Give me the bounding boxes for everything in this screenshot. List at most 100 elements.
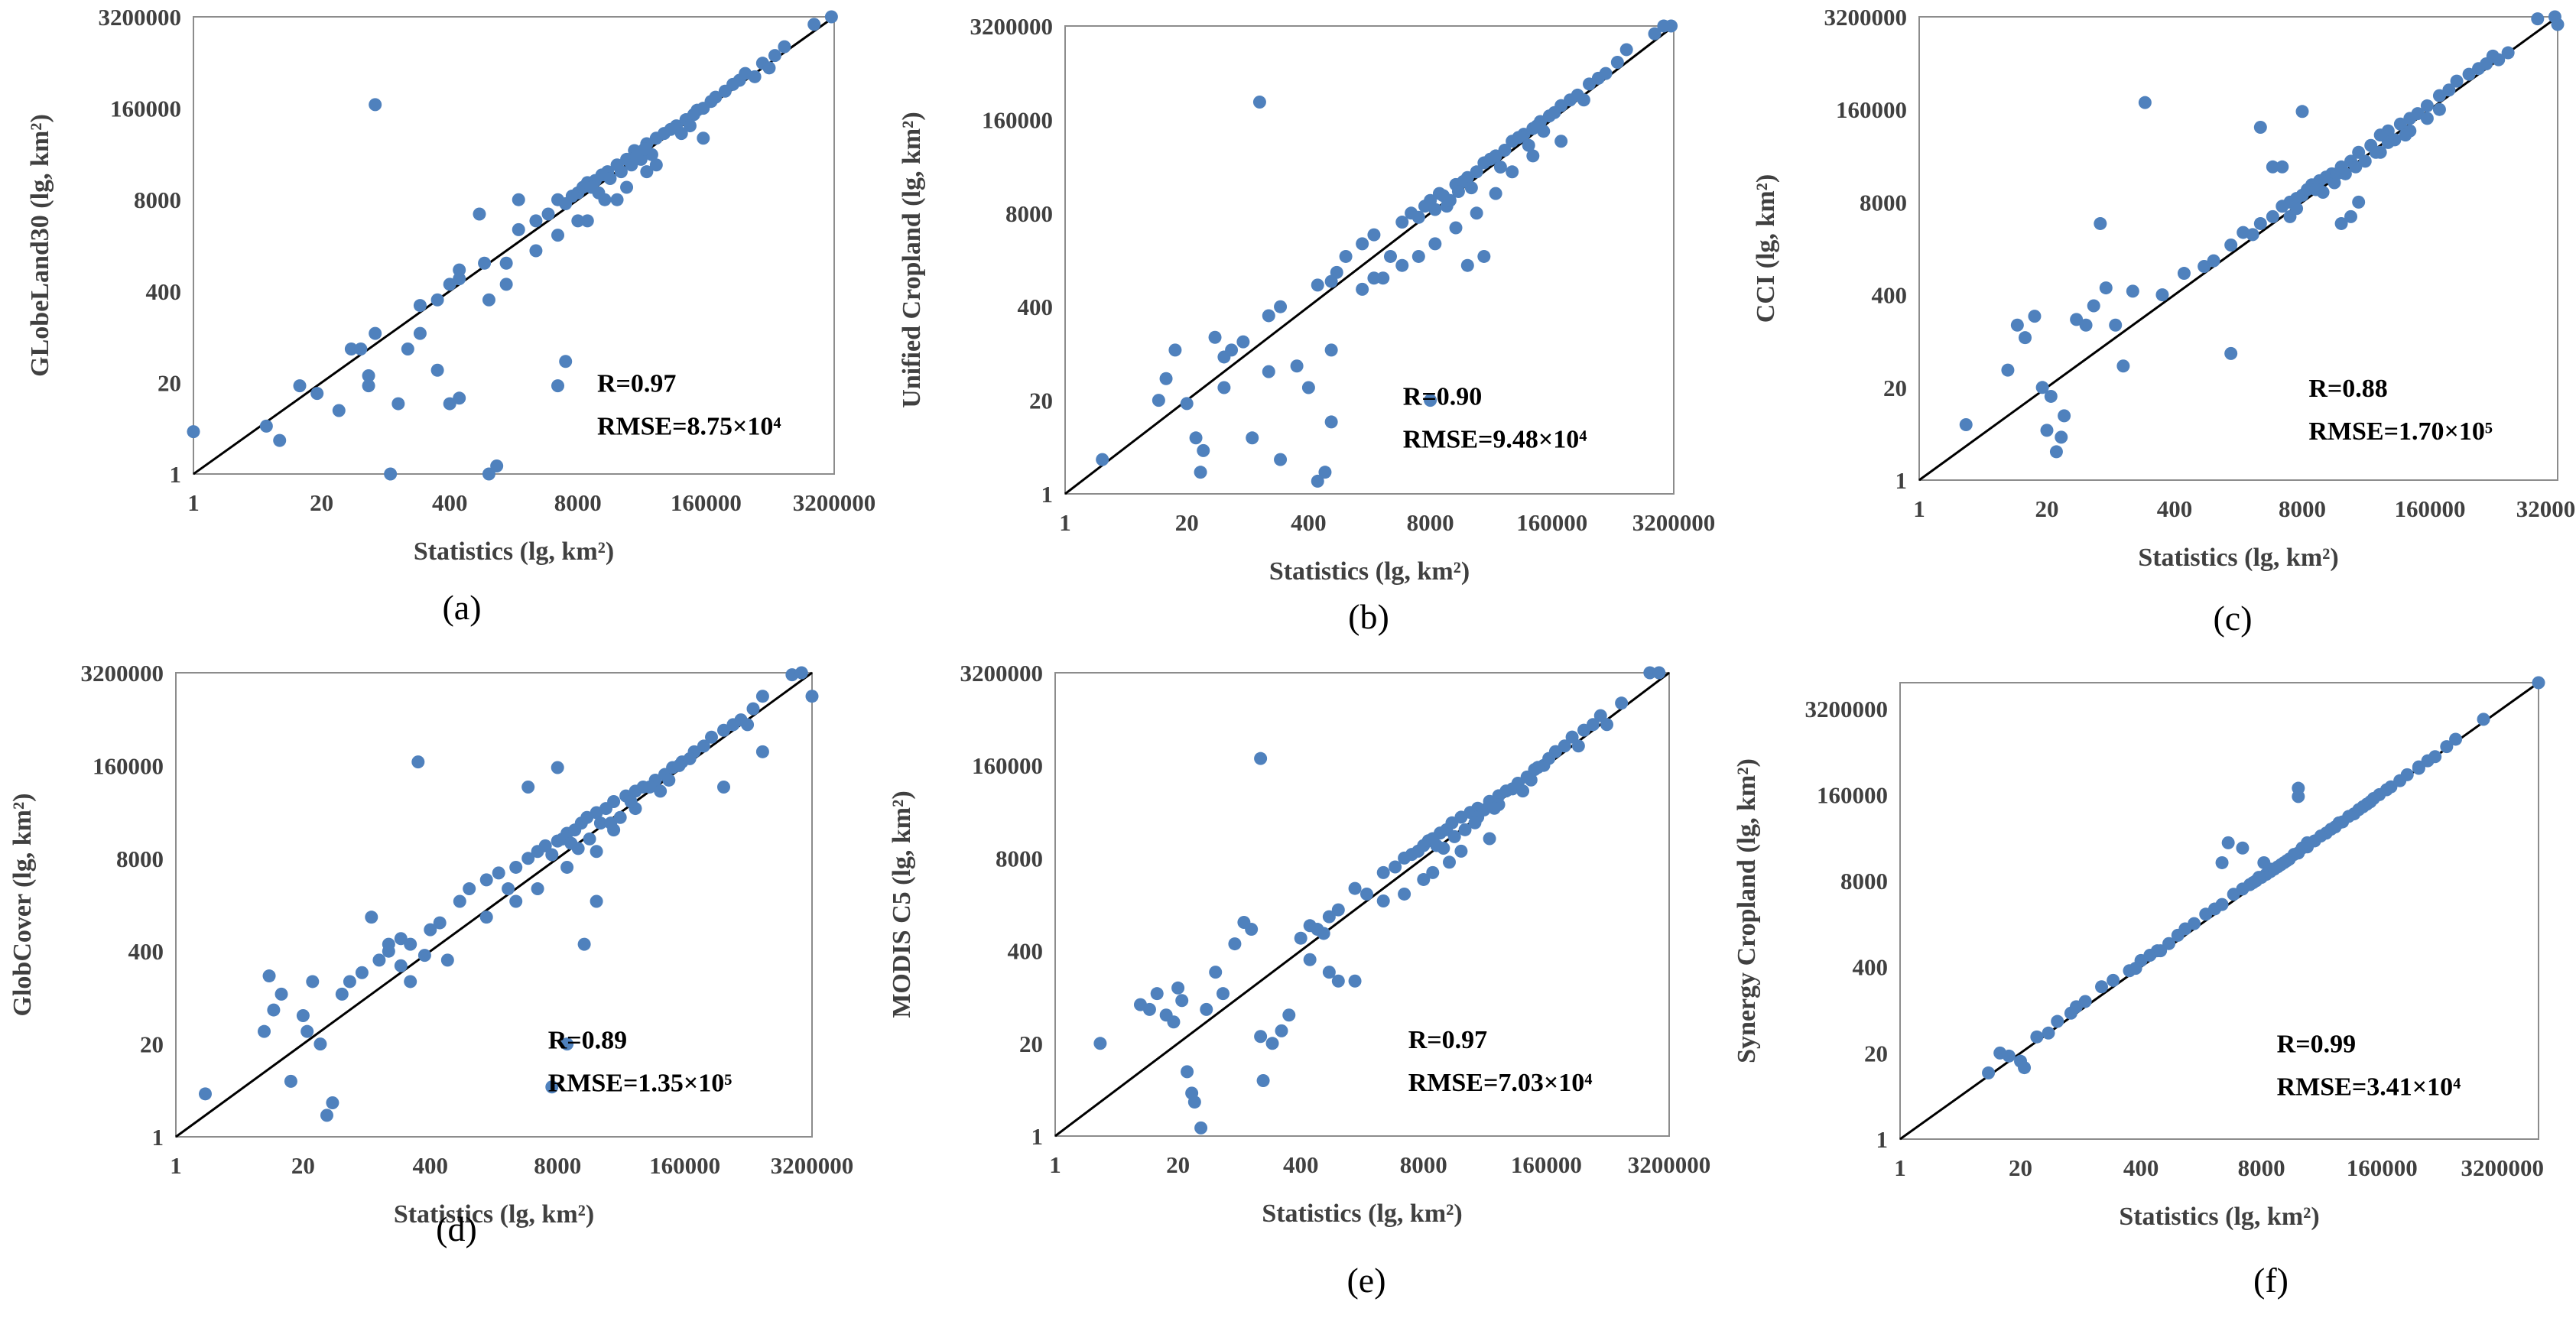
data-point [1648,27,1662,41]
data-point [755,690,769,703]
data-point [2253,120,2267,134]
data-point [443,278,456,291]
data-point [512,193,525,206]
data-point [2369,145,2383,159]
x-tick-label: 20 [1166,1151,1190,1178]
data-point [610,193,624,206]
data-point [2400,768,2414,781]
data-point [1189,431,1203,445]
data-point [1451,184,1465,198]
data-point [1376,271,1390,285]
data-point [755,745,769,758]
y-tick-label: 160000 [93,752,164,779]
data-point [683,752,697,765]
data-point [1498,143,1512,157]
x-tick-label: 160000 [1511,1151,1582,1178]
data-point [1254,752,1268,765]
data-point [479,911,493,924]
data-point [1395,258,1409,272]
data-point [335,987,349,1001]
data-point [2055,430,2068,444]
data-point [369,98,382,112]
x-tick-label: 1 [187,489,200,516]
data-point [1470,165,1483,179]
chart-panel-f: 1 20 400 8000 160000 3200000 1 20 400 8000 160000 3… [1733,676,2545,1300]
data-point [2358,154,2372,168]
data-point [259,419,273,433]
data-point [2252,871,2266,885]
y-tick-label: 1 [1041,481,1054,508]
data-point [1159,372,1173,385]
data-point [1548,106,1561,119]
data-point [794,666,808,680]
data-point [2393,117,2407,131]
chart-panel-b: 1 20 400 8000 160000 3200000 1 20 400 8000 160000 3… [898,13,1715,636]
data-point [1524,773,1538,787]
data-point [2070,313,2084,326]
chart-panel-c: 1 20 400 8000 160000 3200000 1 20 400 8000 160000 3… [1752,4,2576,638]
data-point [2215,855,2229,869]
data-point [417,949,431,963]
data-point [1522,138,1535,152]
data-point [607,795,621,809]
data-point [433,916,447,930]
data-point [1274,453,1288,466]
data-point [1194,466,1207,479]
data-point [463,882,476,896]
data-point [2087,299,2100,313]
data-point [1477,803,1491,816]
y-axis-title: CCI (lg, km²) [1752,174,1780,323]
data-point [560,860,574,874]
data-point [2224,346,2238,360]
data-point [2344,209,2358,223]
r-value-label: R=0.89 [548,1027,627,1055]
x-tick-label: 8000 [534,1152,581,1179]
chart-panel-d: 1 20 400 8000 160000 3200000 1 20 400 8000 160000 3… [8,660,853,1248]
data-point [1200,1002,1213,1016]
data-point [482,293,495,307]
data-point [604,816,618,830]
data-point [365,911,378,924]
data-point [1167,1015,1181,1029]
data-point [1389,860,1402,874]
data-point [2379,783,2393,797]
data-point [2551,18,2565,31]
data-point [1311,278,1324,292]
panel-caption: (d) [436,1209,477,1248]
data-point [2028,310,2042,323]
y-tick-label: 400 [1008,938,1044,965]
data-point [2442,83,2456,97]
data-point [571,842,585,855]
y-tick-label: 3200000 [1824,4,1908,31]
data-point [1376,894,1390,907]
data-point [453,263,466,277]
data-point [2276,160,2289,174]
data-point [2334,216,2348,230]
y-tick-label: 400 [1853,954,1889,981]
y-tick-label: 8000 [116,846,164,872]
y-tick-label: 160000 [1836,96,1907,123]
data-point [394,959,408,972]
data-point [2501,46,2515,60]
data-point [2177,267,2191,281]
data-point [580,214,594,228]
data-point [2188,917,2201,930]
data-point [2314,829,2327,842]
data-point [590,894,603,908]
data-point [2116,359,2130,373]
rmse-label: RMSE=9.48×10⁴ [1403,426,1587,454]
x-axis-title: Statistics (lg, km²) [2138,544,2338,572]
data-point [1477,249,1491,263]
data-point [521,780,535,794]
data-point [2342,810,2356,823]
data-point [1322,966,1336,979]
data-point [2432,89,2446,102]
data-point [2129,962,2142,976]
x-tick-label: 8000 [554,489,602,516]
data-point [482,467,495,481]
data-point [1383,249,1397,263]
data-point [499,278,513,291]
y-tick-label: 20 [158,369,181,396]
data-point [344,342,358,356]
data-point [355,966,369,979]
